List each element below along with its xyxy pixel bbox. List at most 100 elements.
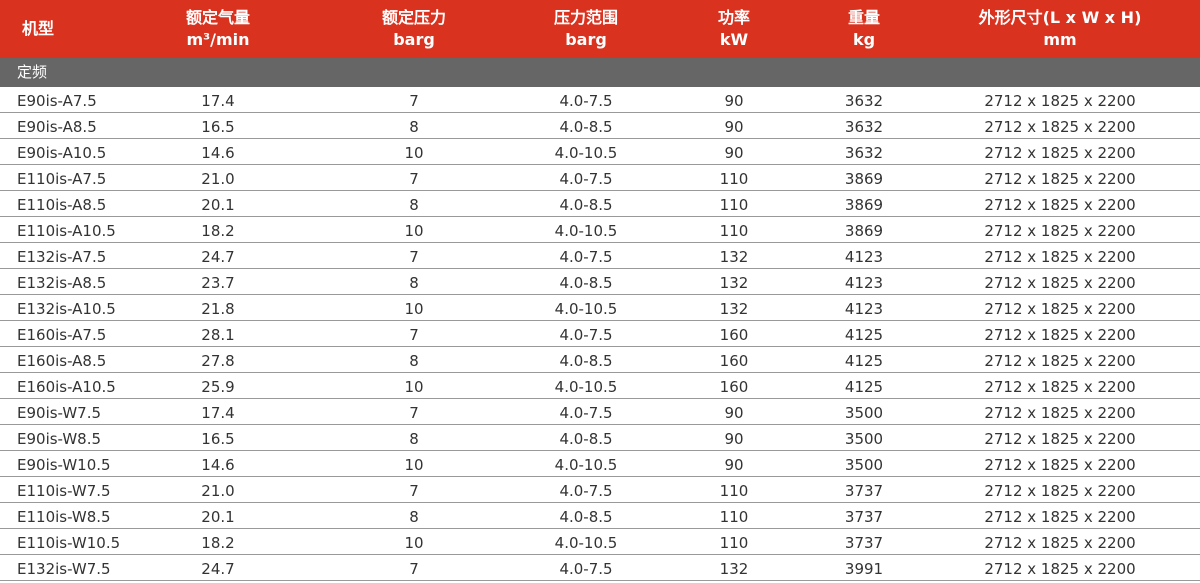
- table-cell: 3632: [844, 92, 884, 110]
- table-row: E110is-A8.5 20.1 8 4.0-8.5 110 3869 2712 x 182…: [0, 191, 1200, 217]
- table-cell: 2712 x 1825 x 2200: [984, 560, 1136, 578]
- table-cell: 110: [719, 222, 749, 240]
- table-cell: 90: [724, 430, 744, 448]
- table-cell: 90: [724, 404, 744, 422]
- table-cell: 4123: [844, 248, 884, 266]
- table-cell: 8: [409, 196, 419, 214]
- header-cell: 重量 kg: [794, 0, 934, 58]
- table-cell: 160: [719, 352, 749, 370]
- table-cell: 27.8: [201, 352, 235, 370]
- table-row: E160is-A7.5 28.1 7 4.0-7.5 160 4125 2712 x 182…: [0, 321, 1200, 347]
- table-cell: 10: [404, 378, 424, 396]
- table-cell: 4.0-7.5: [559, 560, 613, 578]
- table-cell: 110: [719, 508, 749, 526]
- table-cell: 160: [719, 326, 749, 344]
- table-row: E90is-W8.5 16.5 8 4.0-8.5 90 3500 2712 x 1825 …: [0, 425, 1200, 451]
- table-row: E110is-A7.5 21.0 7 4.0-7.5 110 3869 2712 x 182…: [0, 165, 1200, 191]
- table-cell: 2712 x 1825 x 2200: [984, 144, 1136, 162]
- table-cell: 24.7: [201, 248, 235, 266]
- table-row: E110is-W10.5 18.2 10 4.0-10.5 110 3737 2712 x …: [0, 529, 1200, 555]
- header-cell: 额定压力 barg: [334, 0, 494, 58]
- table-cell: 4.0-10.5: [554, 456, 618, 474]
- header-unit: mm: [1043, 30, 1077, 49]
- table-cell: 16.5: [201, 118, 235, 136]
- table-cell: 2712 x 1825 x 2200: [984, 378, 1136, 396]
- table-cell: 3737: [844, 508, 884, 526]
- header-cell: 额定气量 m³/min: [128, 0, 308, 58]
- table-cell: 20.1: [201, 196, 235, 214]
- header-cell: 外形尺寸(L x W x H) mm: [950, 0, 1170, 58]
- table-row: E90is-A7.5 17.4 7 4.0-7.5 90 3632 2712 x 1825 …: [0, 87, 1200, 113]
- header-title: 机型: [22, 19, 55, 38]
- table-row: E132is-A7.5 24.7 7 4.0-7.5 132 4123 2712 x 182…: [0, 243, 1200, 269]
- table-cell: 3869: [844, 196, 884, 214]
- table-cell: 2712 x 1825 x 2200: [984, 92, 1136, 110]
- table-cell: 4.0-7.5: [559, 248, 613, 266]
- table-cell: E110is-W7.5: [17, 482, 111, 500]
- table-cell: 2712 x 1825 x 2200: [984, 118, 1136, 136]
- table-cell: 2712 x 1825 x 2200: [984, 196, 1136, 214]
- table-cell: 21.8: [201, 300, 235, 318]
- header-unit: barg: [393, 30, 435, 49]
- header-unit: kW: [719, 30, 749, 49]
- table-cell: 23.7: [201, 274, 235, 292]
- table-cell: 90: [724, 144, 744, 162]
- table-cell: E132is-A7.5: [17, 248, 107, 266]
- table-cell: 8: [409, 274, 419, 292]
- table-cell: 110: [719, 534, 749, 552]
- table-cell: 3869: [844, 222, 884, 240]
- header-unit: m³/min: [186, 30, 250, 49]
- table-cell: 2712 x 1825 x 2200: [984, 404, 1136, 422]
- table-cell: 2712 x 1825 x 2200: [984, 534, 1136, 552]
- table-cell: E110is-A7.5: [17, 170, 107, 188]
- table-cell: E160is-A8.5: [17, 352, 107, 370]
- header-cell: 功率 kW: [664, 0, 804, 58]
- table-cell: 17.4: [201, 404, 235, 422]
- table-cell: 3737: [844, 482, 884, 500]
- table-cell: 18.2: [201, 222, 235, 240]
- header-unit: barg: [565, 30, 607, 49]
- table-cell: 4.0-10.5: [554, 378, 618, 396]
- table-cell: 24.7: [201, 560, 235, 578]
- table-cell: 7: [409, 326, 419, 344]
- table-cell: 132: [719, 300, 749, 318]
- table-cell: 7: [409, 248, 419, 266]
- table-cell: E90is-A8.5: [17, 118, 97, 136]
- table-cell: 4.0-7.5: [559, 404, 613, 422]
- header-title: 重量: [847, 8, 880, 27]
- table-cell: 3737: [844, 534, 884, 552]
- table-cell: 4.0-7.5: [559, 482, 613, 500]
- table-cell: 4.0-10.5: [554, 534, 618, 552]
- table-row: E90is-W7.5 17.4 7 4.0-7.5 90 3500 2712 x 1825 …: [0, 399, 1200, 425]
- table-cell: 16.5: [201, 430, 235, 448]
- table-cell: 3632: [844, 144, 884, 162]
- table-cell: 4.0-10.5: [554, 144, 618, 162]
- table-cell: E160is-A10.5: [17, 378, 116, 396]
- table-cell: 4.0-7.5: [559, 326, 613, 344]
- table-cell: 7: [409, 170, 419, 188]
- table-cell: 4125: [844, 352, 884, 370]
- table-cell: 2712 x 1825 x 2200: [984, 300, 1136, 318]
- header-title: 额定压力: [381, 8, 446, 27]
- table-cell: 3500: [844, 404, 884, 422]
- table-cell: 4.0-8.5: [559, 430, 613, 448]
- table-cell: 3869: [844, 170, 884, 188]
- table-cell: 2712 x 1825 x 2200: [984, 222, 1136, 240]
- header-unit: kg: [852, 30, 876, 49]
- table-row: E160is-A8.5 27.8 8 4.0-8.5 160 4125 2712 x 182…: [0, 347, 1200, 373]
- table-cell: 3500: [844, 456, 884, 474]
- table-row: E110is-W8.5 20.1 8 4.0-8.5 110 3737 2712 x 182…: [0, 503, 1200, 529]
- table-cell: 90: [724, 456, 744, 474]
- header-title: 压力范围: [553, 8, 618, 27]
- table-cell: 4.0-8.5: [559, 274, 613, 292]
- header-cell: 机型: [22, 0, 152, 58]
- table-cell: E132is-A10.5: [17, 300, 116, 318]
- table-cell: 3991: [844, 560, 884, 578]
- table-cell: 8: [409, 430, 419, 448]
- table-cell: 8: [409, 352, 419, 370]
- table-cell: 21.0: [201, 170, 235, 188]
- table-cell: E90is-A10.5: [17, 144, 107, 162]
- table-row: E90is-A8.5 16.5 8 4.0-8.5 90 3632 2712 x 1825 …: [0, 113, 1200, 139]
- table-cell: 21.0: [201, 482, 235, 500]
- table-cell: 2712 x 1825 x 2200: [984, 430, 1136, 448]
